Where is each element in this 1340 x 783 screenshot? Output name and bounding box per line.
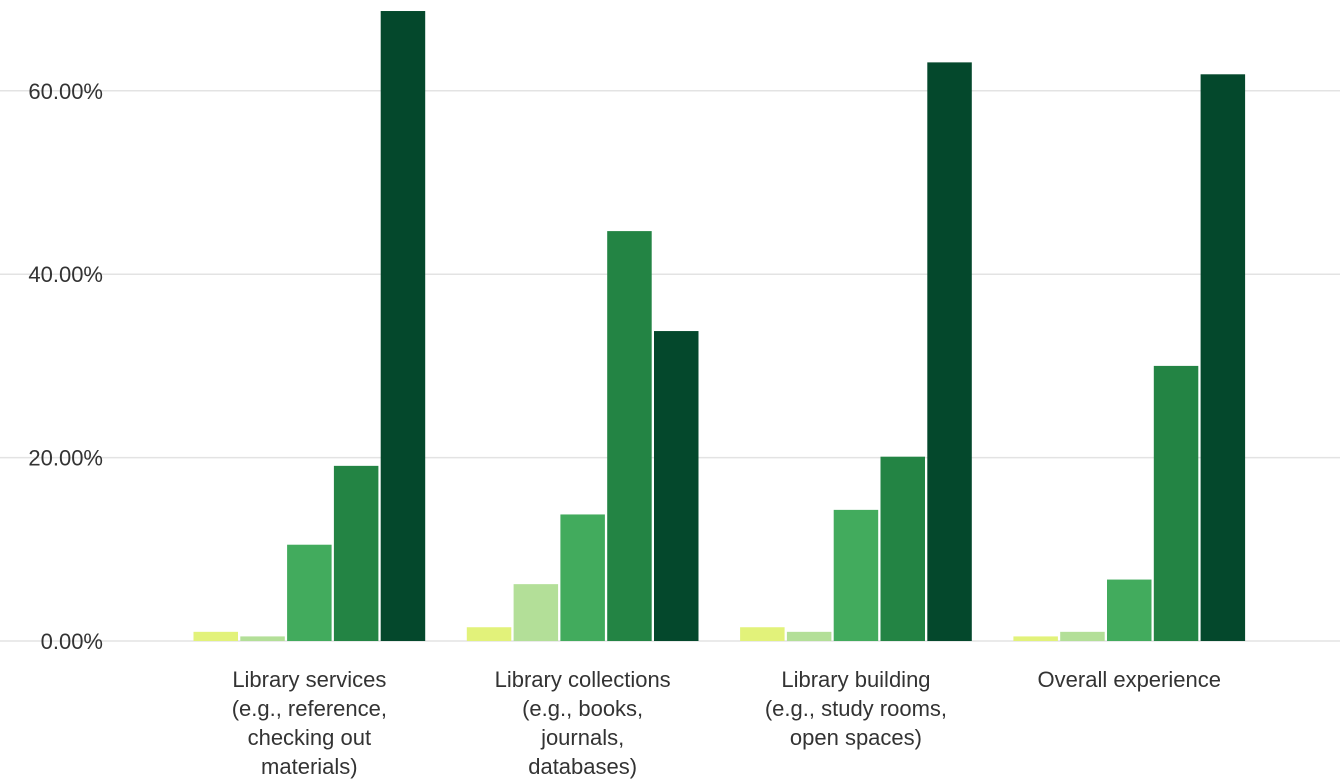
bar	[880, 456, 925, 641]
bar	[1013, 636, 1058, 641]
x-tick-label: Library collections	[495, 667, 671, 692]
x-tick-label: materials)	[261, 754, 358, 779]
bar	[740, 627, 785, 641]
bar	[607, 231, 652, 641]
bar	[466, 627, 512, 641]
bar	[1153, 365, 1199, 641]
x-tick-label: (e.g., reference,	[232, 696, 387, 721]
y-tick-label: 20.00%	[28, 446, 103, 471]
bar	[1200, 74, 1246, 641]
bar	[333, 465, 379, 641]
x-tick-label: Overall experience	[1038, 667, 1221, 692]
y-tick-label: 60.00%	[28, 79, 103, 104]
y-tick-label: 0.00%	[41, 629, 103, 654]
x-tick-label: (e.g., study rooms,	[765, 696, 947, 721]
bar	[927, 62, 972, 642]
bar	[193, 631, 238, 641]
bar	[380, 11, 426, 642]
bar	[833, 509, 879, 641]
x-tick-label: Library services	[232, 667, 386, 692]
x-tick-label: checking out	[248, 725, 372, 750]
bar	[513, 584, 559, 641]
x-tick-label: databases)	[528, 754, 637, 779]
bar	[1107, 579, 1152, 641]
x-tick-label: open spaces)	[790, 725, 922, 750]
x-tick-label: journals,	[540, 725, 624, 750]
bar	[287, 544, 332, 641]
bar	[240, 636, 285, 641]
bar	[654, 331, 699, 641]
bar	[1060, 631, 1105, 641]
bar	[786, 631, 832, 641]
y-tick-label: 40.00%	[28, 262, 103, 287]
x-tick-label: Library building	[781, 667, 930, 692]
bar	[560, 514, 605, 641]
x-tick-label: (e.g., books,	[522, 696, 643, 721]
